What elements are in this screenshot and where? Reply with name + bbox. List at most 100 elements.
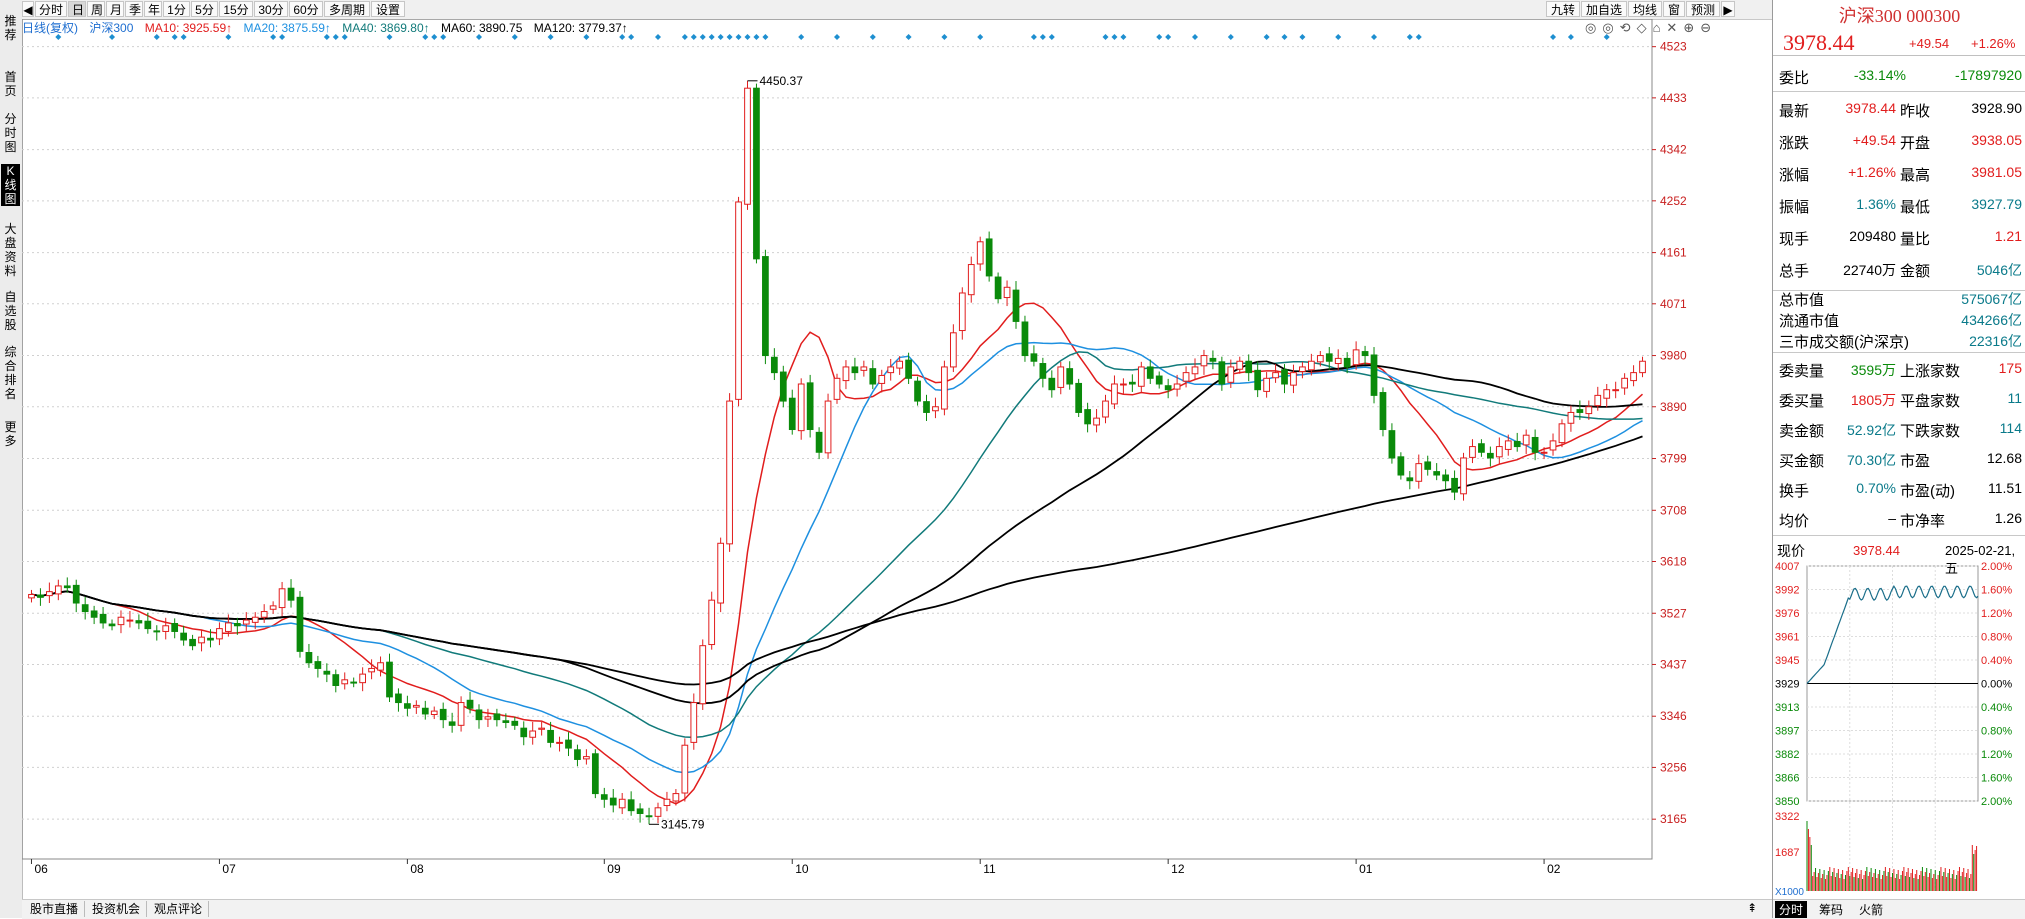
toolbar-next-icon[interactable]: ▶ — [1721, 1, 1735, 17]
left-tab-home[interactable]: 首页 — [4, 70, 17, 98]
candle-body — [1111, 383, 1118, 405]
tab-30min[interactable]: 30分 — [254, 1, 288, 17]
candle-body — [1137, 366, 1145, 387]
tab-60min[interactable]: 60分 — [289, 1, 323, 17]
signal-diamond — [180, 34, 187, 40]
candle-body — [797, 383, 805, 432]
tab-live[interactable]: 股市直播 — [24, 901, 86, 917]
tab-yearly[interactable]: 年 — [144, 1, 162, 17]
signal-diamond — [109, 34, 116, 40]
candle-body — [171, 622, 179, 632]
mini-tab-rocket[interactable]: 火箭 — [1859, 903, 1884, 917]
candle-body — [1030, 353, 1038, 362]
tab-multi-period[interactable]: 多周期 — [324, 1, 370, 17]
left-tab-watchlist[interactable]: 自选股 — [4, 290, 17, 332]
candle-body — [645, 815, 653, 818]
candle-body — [1478, 443, 1485, 453]
ma-button[interactable]: 均线 — [1628, 1, 1662, 17]
y-tick-label: 4161 — [1660, 246, 1687, 260]
low-label: 3145.79 — [661, 817, 705, 831]
left-tab-market-info[interactable]: 大盘资料 — [4, 222, 17, 278]
weidiff-value: -17897920 — [1955, 67, 2022, 83]
candle-body — [941, 366, 948, 410]
legend-ma10: MA10: 3925.59↑ — [144, 21, 233, 35]
tab-daily[interactable]: 日 — [68, 1, 86, 17]
toolbar-prev-icon[interactable]: ◀ — [22, 1, 34, 17]
intraday-mini-chart[interactable]: 4007 2.00% 3992 1.60% 3976 1.20% 3961 0.80% 3945… — [1773, 561, 2025, 899]
left-tab-recommend[interactable]: 推荐 — [4, 14, 17, 42]
signal-diamond — [279, 34, 286, 40]
ma-legend: 日线(复权) 沪深300 MA10: 3925.59↑ MA20: 3875.5… — [22, 20, 636, 36]
left-tab-ranking[interactable]: 综合排名 — [4, 345, 17, 401]
signal-diamond — [1111, 34, 1118, 40]
kline-chart[interactable]: 4523 4433 4342 4252 4161 4071 3980 3890 3799 3708… — [22, 19, 1722, 881]
candle-body — [502, 720, 510, 723]
ma-line — [31, 360, 1643, 705]
quote-row-label: 振幅 — [1779, 199, 1810, 216]
signal-diamond — [1567, 34, 1574, 40]
expand-up-icon[interactable]: ⇞ — [1747, 901, 1758, 915]
chart-tool-icons[interactable]: ◎◎⟲◇⌂✕⊕⊖ — [1585, 20, 1718, 35]
settings-button[interactable]: 设置 — [371, 1, 405, 17]
tab-15min[interactable]: 15分 — [219, 1, 253, 17]
candle-body — [681, 744, 689, 794]
tab-1min[interactable]: 1分 — [163, 1, 190, 17]
candle-body — [806, 382, 814, 431]
tab-monthly[interactable]: 月 — [106, 1, 124, 17]
quote-row-value2: 175 — [1998, 360, 2022, 376]
tab-weekly[interactable]: 周 — [87, 1, 105, 17]
candle-body — [627, 799, 635, 812]
signal-diamond — [744, 34, 751, 40]
candle-body — [404, 703, 411, 709]
candle-body — [1343, 357, 1351, 368]
quote-row-value: 3595万 — [1850, 362, 1896, 378]
add-watchlist-button[interactable]: 加自选 — [1581, 1, 1627, 17]
quote-row-value: – — [1888, 510, 1896, 526]
candle-body — [1245, 360, 1253, 374]
tab-opportunity[interactable]: 投资机会 — [86, 901, 148, 917]
candle-body — [1531, 436, 1539, 453]
signal-diamond — [153, 34, 160, 40]
candle-body — [663, 798, 671, 807]
quote-row-label2: 开盘 — [1900, 135, 1931, 152]
mini-tab-timeshare[interactable]: 分时 — [1775, 901, 1808, 918]
candle-body — [565, 739, 572, 749]
candle-body — [117, 616, 125, 626]
left-tab-kline[interactable]: K线图 — [1, 164, 20, 206]
candle-body — [323, 670, 331, 675]
signal-diamond — [1603, 34, 1610, 40]
quote-row-value: 209480 — [1849, 228, 1896, 244]
signal-diamond — [762, 34, 769, 40]
mini-left-tick: 3945 — [1775, 655, 1799, 667]
signal-diamond — [1048, 34, 1055, 40]
tab-opinion[interactable]: 观点评论 — [148, 901, 210, 917]
quote-row-label2: 最高 — [1900, 167, 1931, 184]
signal-diamond — [431, 34, 438, 40]
nine-turn-button[interactable]: 九转 — [1546, 1, 1580, 17]
left-tab-more[interactable]: 更多 — [4, 420, 17, 448]
quote-row: 换手 0.70% 市盈(动) 11.51 — [1773, 474, 2025, 504]
candle-body — [1495, 446, 1503, 458]
mini-tab-chips[interactable]: 筹码 — [1819, 903, 1844, 917]
tab-5min[interactable]: 5分 — [191, 1, 218, 17]
quote-row-label2: 平盘家数 — [1900, 393, 1961, 410]
tab-timeshare[interactable]: 分时 — [35, 1, 67, 17]
left-tab-timeshare[interactable]: 分时图 — [4, 112, 17, 154]
y-tick-label: 3708 — [1660, 503, 1687, 517]
candle-body — [1469, 446, 1476, 458]
candle-body — [529, 730, 537, 738]
signal-diamond — [1192, 34, 1199, 40]
window-button[interactable]: 窗 — [1663, 1, 1685, 17]
signal-diamond — [1406, 34, 1413, 40]
weibi-value: -33.14% — [1853, 67, 1906, 83]
forecast-button[interactable]: 预测 — [1686, 1, 1720, 17]
tab-quarterly[interactable]: 季 — [125, 1, 143, 17]
quote-row: 涨跌 +49.54 开盘 3938.05 — [1773, 126, 2025, 156]
candle-body — [654, 807, 662, 817]
legend-ma40: MA40: 3869.80↑ — [342, 21, 430, 35]
quote-row-label2: 市净率 — [1900, 513, 1946, 530]
x-tick-label: 02 — [1547, 862, 1561, 876]
quote-row: 涨幅 +1.26% 最高 3981.05 — [1773, 158, 2025, 188]
candle-body — [1308, 360, 1315, 371]
y-tick-label: 3799 — [1660, 452, 1687, 466]
